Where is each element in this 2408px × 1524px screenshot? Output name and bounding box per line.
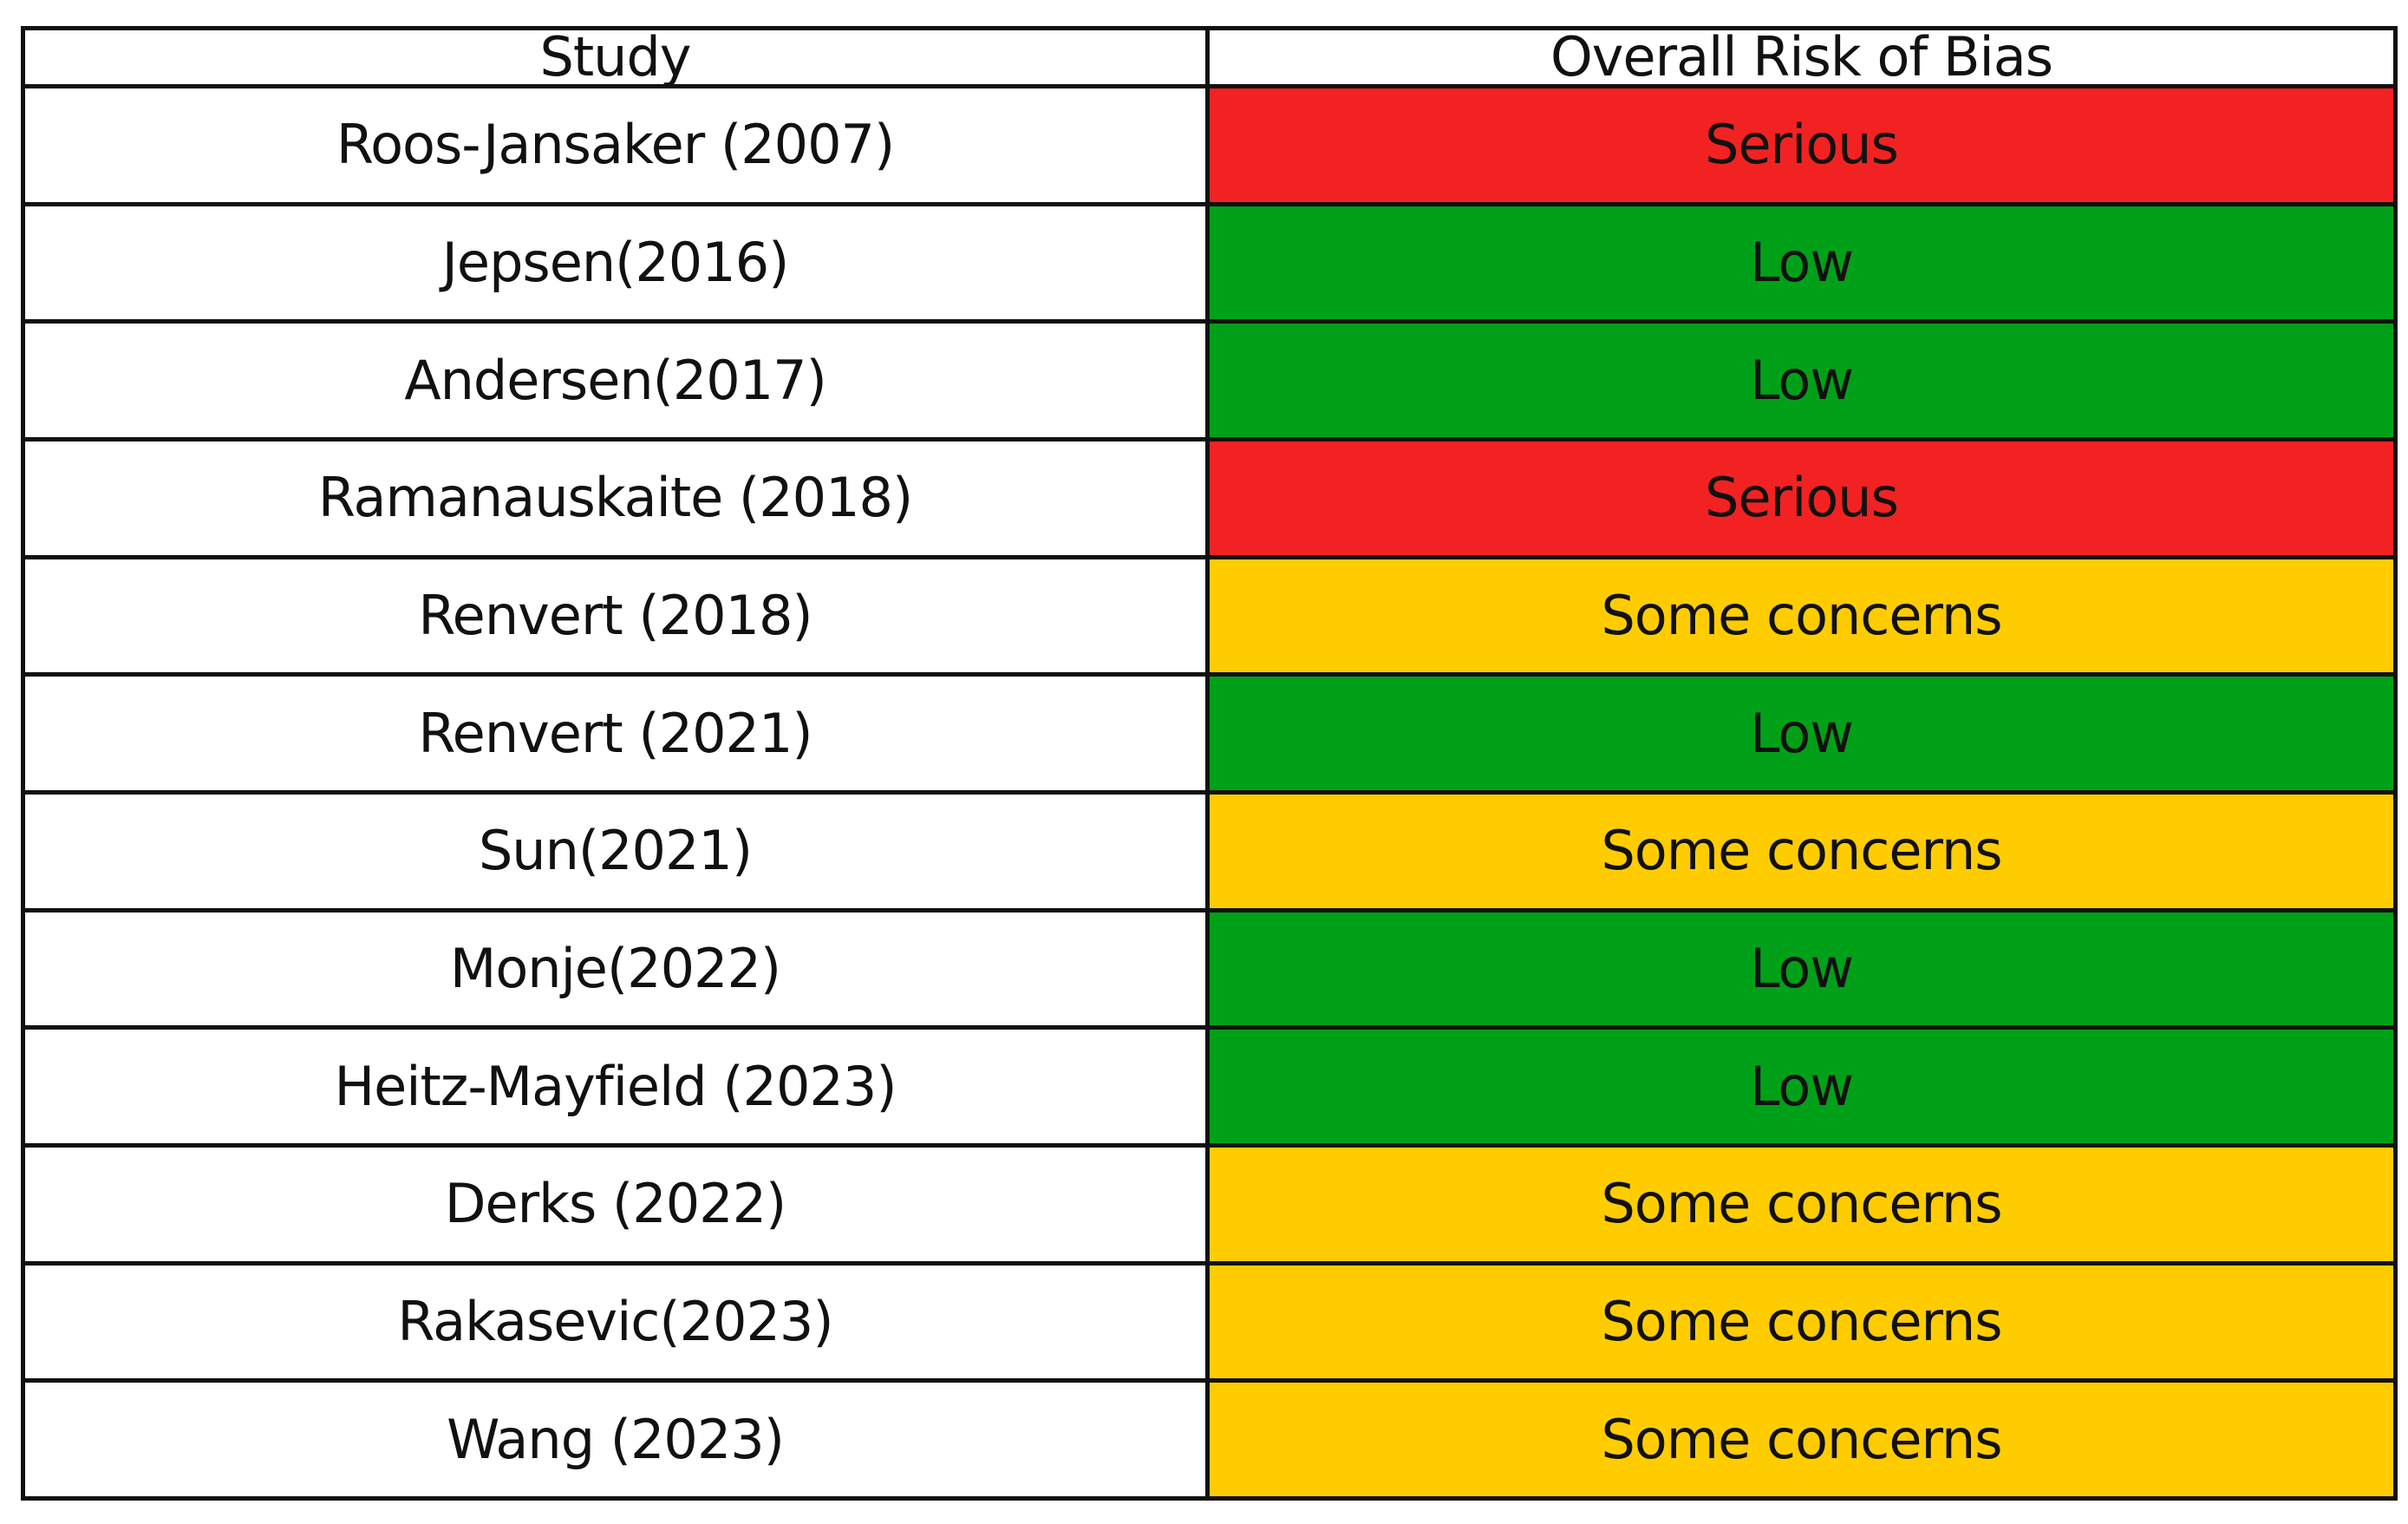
risk-cell: Some concerns [1205, 554, 2398, 677]
risk-cell: Low [1205, 672, 2398, 795]
table-row: Renvert (2021) Low [21, 672, 2398, 795]
table-row: Monje(2022) Low [21, 907, 2398, 1030]
header-overall-risk: Overall Risk of Bias [1205, 26, 2398, 88]
study-cell: Sun(2021) [21, 789, 1210, 912]
header-study: Study [21, 26, 1210, 88]
table-body: Roos-Jansaker (2007) Serious Jepsen(2016) L… [21, 84, 2398, 1501]
study-cell: Wang (2023) [21, 1378, 1210, 1501]
study-cell: Renvert (2018) [21, 554, 1210, 677]
study-cell: Andersen(2017) [21, 319, 1210, 442]
table-row: Wang (2023) Some concerns [21, 1378, 2398, 1501]
table-row: Sun(2021) Some concerns [21, 789, 2398, 912]
risk-cell: Low [1205, 907, 2398, 1030]
table-row: Rakasevic(2023) Some concerns [21, 1260, 2398, 1383]
risk-cell: Serious [1205, 436, 2398, 559]
risk-cell: Low [1205, 201, 2398, 324]
study-cell: Jepsen(2016) [21, 201, 1210, 324]
study-cell: Heitz-Mayfield (2023) [21, 1025, 1210, 1148]
risk-of-bias-table: Study Overall Risk of Bias Roos-Jansaker… [21, 26, 2398, 1501]
study-cell: Derks (2022) [21, 1142, 1210, 1266]
table-row: Andersen(2017) Low [21, 319, 2398, 442]
study-cell: Monje(2022) [21, 907, 1210, 1030]
study-cell: Renvert (2021) [21, 672, 1210, 795]
risk-cell: Some concerns [1205, 789, 2398, 912]
table-row: Renvert (2018) Some concerns [21, 554, 2398, 677]
risk-cell: Some concerns [1205, 1142, 2398, 1266]
table-row: Roos-Jansaker (2007) Serious [21, 84, 2398, 206]
table-row: Derks (2022) Some concerns [21, 1142, 2398, 1266]
header-row: Study Overall Risk of Bias [21, 26, 2398, 88]
study-cell: Ramanauskaite (2018) [21, 436, 1210, 559]
study-cell: Roos-Jansaker (2007) [21, 84, 1210, 206]
study-cell: Rakasevic(2023) [21, 1260, 1210, 1383]
risk-cell: Serious [1205, 84, 2398, 206]
table-row: Ramanauskaite (2018) Serious [21, 436, 2398, 559]
risk-cell: Some concerns [1205, 1378, 2398, 1501]
table-row: Heitz-Mayfield (2023) Low [21, 1025, 2398, 1148]
risk-cell: Low [1205, 1025, 2398, 1148]
table-row: Jepsen(2016) Low [21, 201, 2398, 324]
risk-cell: Low [1205, 319, 2398, 442]
risk-cell: Some concerns [1205, 1260, 2398, 1383]
